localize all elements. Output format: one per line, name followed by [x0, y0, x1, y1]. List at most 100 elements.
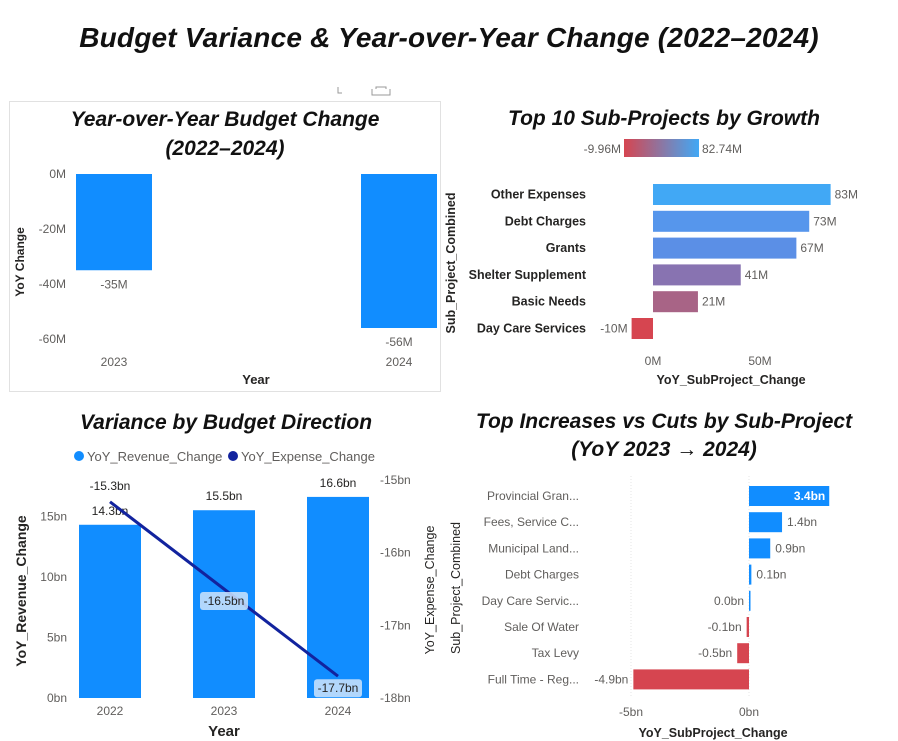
direction-x-axis-title: Year — [208, 723, 240, 740]
increases-chart-svg: Provincial Gran... 3.4bn Fees, Service C..… — [449, 476, 830, 740]
top10-data-label: 83M — [835, 188, 858, 202]
direction-y-axis-title-left: YoY_Revenue_Change — [13, 515, 29, 667]
yoy-bar-2023 — [76, 174, 152, 271]
top10-data-label: 73M — [813, 214, 836, 228]
expense-data-label: -16.5bn — [204, 594, 245, 608]
direction-ytick-right: -16bn — [380, 546, 411, 560]
revenue-bar-2022 — [79, 524, 141, 698]
top10-panel[interactable]: Top 10 Sub-Projects by Growth -9.96M 82.7… — [444, 101, 890, 396]
yoy-x-axis-title: Year — [242, 372, 269, 387]
increases-category-label: Debt Charges — [505, 568, 579, 582]
revenue-data-label: 15.5bn — [206, 489, 243, 503]
revenue-data-label: 16.6bn — [320, 476, 357, 490]
top10-data-label: 41M — [745, 268, 768, 282]
yoy-ytick-label: 0M — [49, 167, 66, 181]
yoy-title-line2: (2022–2024) — [165, 137, 285, 160]
legend-revenue-label: YoY_Revenue_Change — [87, 449, 222, 464]
expense-label-bg — [314, 679, 362, 698]
top10-x-axis-title: YoY_SubProject_Change — [656, 373, 805, 387]
yoy-ytick-label: -40M — [39, 277, 66, 291]
top10-data-label: -10M — [600, 322, 627, 336]
yoy-ytick-label: -20M — [39, 222, 66, 236]
increases-category-label: Municipal Land... — [488, 541, 579, 555]
yoy-ytick-label: -60M — [39, 332, 66, 346]
yoy-xtick-label: 2024 — [386, 355, 413, 369]
direction-y-axis-title-right: YoY_Expense_Change — [423, 526, 437, 655]
direction-chart-svg: YoY_Revenue_Change YoY_Expense_Change 0bn 5… — [13, 449, 437, 740]
increases-data-label: 0.9bn — [775, 541, 805, 555]
increases-bar-2 — [749, 538, 771, 559]
legend-expense-marker — [228, 451, 238, 461]
top10-bar-5 — [631, 318, 653, 339]
direction-ytick-right: -15bn — [380, 473, 411, 487]
yoy-data-label: -35M — [100, 277, 127, 291]
increases-data-label: -4.9bn — [594, 672, 628, 686]
top10-bar-4 — [653, 291, 698, 313]
visual-header-icons[interactable] — [336, 84, 396, 96]
yoy-panel-title: Year-over-Year Budget Change (2022–2024) — [10, 105, 440, 163]
top10-category-label: Other Expenses — [491, 188, 586, 202]
increases-bar-5 — [746, 617, 749, 637]
legend-revenue-marker — [74, 451, 84, 461]
increases-y-axis-title: Sub_Project_Combined — [449, 522, 463, 654]
top10-bar-3 — [653, 264, 741, 286]
increases-title-line1: Top Increases vs Cuts by Sub-Project — [475, 410, 853, 433]
yoy-title-line1: Year-over-Year Budget Change — [70, 108, 380, 131]
filter-icon — [337, 87, 342, 94]
top10-xtick-label: 0M — [645, 354, 662, 368]
increases-category-label: Day Care Servic... — [482, 594, 579, 608]
increases-title-line2: (YoY 2023 → 2024) — [571, 438, 757, 461]
increases-bar-6 — [737, 643, 749, 664]
top10-bar-0 — [653, 184, 831, 205]
top10-legend-max-label: 82.74M — [702, 142, 742, 156]
increases-category-label: Full Time - Reg... — [488, 672, 579, 686]
expense-line — [109, 500, 339, 678]
top10-y-axis-title: Sub_Project_Combined — [444, 193, 458, 334]
yoy-xtick-label: 2023 — [101, 355, 128, 369]
increases-panel[interactable]: Top Increases vs Cuts by Sub-Project (Yo… — [444, 406, 890, 741]
top10-category-label: Day Care Services — [477, 322, 586, 336]
direction-xtick-label: 2023 — [211, 704, 238, 718]
direction-ytick-left: 0bn — [47, 691, 67, 705]
direction-ytick-right: -18bn — [380, 691, 411, 705]
direction-panel[interactable]: Variance by Budget Direction YoY_Revenue… — [0, 406, 440, 741]
top10-legend-min-label: -9.96M — [584, 142, 621, 156]
expense-label-bg — [200, 592, 248, 610]
expense-data-label: -15.3bn — [90, 479, 131, 493]
increases-category-label: Fees, Service C... — [484, 515, 579, 529]
revenue-bar-2024 — [307, 496, 369, 698]
direction-ytick-left: 5bn — [47, 630, 67, 644]
yoy-data-label: -56M — [385, 335, 412, 349]
increases-data-label: 0.0bn — [714, 594, 744, 608]
direction-xtick-label: 2022 — [97, 704, 124, 718]
direction-ytick-left: 10bn — [40, 570, 67, 584]
increases-bar-7 — [633, 669, 749, 690]
increases-bar-1 — [749, 512, 783, 533]
focus-mode-icon — [371, 86, 391, 96]
direction-ytick-right: -17bn — [380, 618, 411, 632]
increases-data-label: 1.4bn — [787, 515, 817, 529]
increases-bar-4 — [749, 590, 751, 611]
expense-data-label: -17.7bn — [318, 681, 359, 695]
top10-category-label: Shelter Supplement — [469, 268, 587, 282]
top10-data-label: 67M — [800, 241, 823, 255]
increases-bar-3 — [749, 564, 752, 585]
yoy-bar-2024 — [361, 174, 437, 328]
increases-data-label: 3.4bn — [794, 489, 825, 503]
increases-data-label: -0.5bn — [698, 646, 732, 660]
increases-xtick-label: 0bn — [739, 705, 759, 719]
increases-bar-0 — [749, 486, 830, 506]
yoy-change-panel[interactable]: Year-over-Year Budget Change (2022–2024)… — [9, 101, 441, 392]
direction-panel-title: Variance by Budget Direction — [79, 411, 373, 434]
yoy-y-axis-title: YoY Change — [13, 227, 27, 297]
increases-panel-title: Top Increases vs Cuts by Sub-Project (Yo… — [444, 408, 884, 464]
increases-xtick-label: -5bn — [619, 705, 643, 719]
top10-category-label: Debt Charges — [505, 214, 586, 228]
top10-bar-2 — [653, 237, 797, 259]
dashboard-title: Budget Variance & Year-over-Year Change … — [79, 22, 819, 53]
increases-category-label: Provincial Gran... — [487, 489, 579, 503]
direction-ytick-left: 15bn — [40, 509, 67, 523]
increases-x-axis-title: YoY_SubProject_Change — [638, 726, 787, 740]
yoy-chart-svg: 0M -20M -40M -60M -35M 2023 -56M 2024 Year YoY Ch… — [13, 167, 437, 387]
top10-gradient-legend — [624, 139, 699, 157]
